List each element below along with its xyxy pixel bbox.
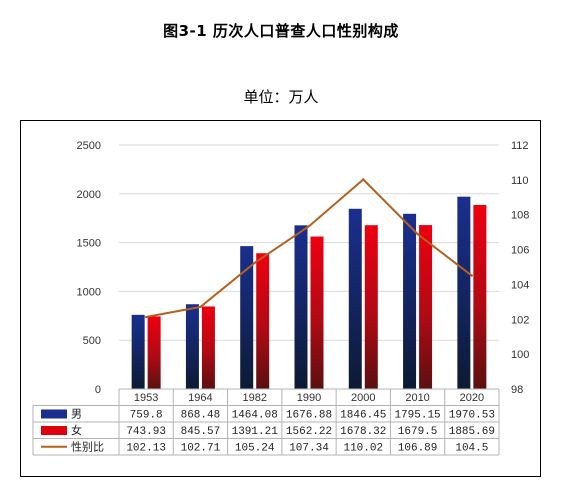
legend-entry: 男 [71, 408, 82, 421]
y-right-tick-label: 106 [511, 245, 529, 257]
bar-male [131, 314, 145, 389]
y-right-tick-label: 100 [511, 349, 529, 361]
table-cell-value: 1562.22 [286, 426, 332, 438]
y-right-tick-label: 104 [511, 279, 529, 291]
unit-label: 单位：万人 [243, 88, 319, 106]
table-cell-value: 107.34 [289, 443, 329, 455]
table-cell-value: 868.48 [181, 410, 221, 422]
table-cell-value: 1678.32 [340, 426, 386, 438]
table-cell-value: 105.24 [235, 443, 275, 455]
y-right-tick-label: 102 [511, 314, 529, 326]
table-cell-value: 1679.5 [398, 426, 438, 438]
legend-swatch [41, 426, 67, 435]
bar-female [364, 225, 378, 389]
bar-female [419, 225, 433, 389]
bar-male [403, 213, 417, 389]
bar-female [147, 316, 161, 389]
x-category-label: 1982 [242, 392, 266, 404]
sex-ratio-point [307, 225, 311, 228]
table-cell-value: 1676.88 [286, 410, 332, 422]
y-left-tick-label: 2500 [77, 140, 101, 152]
y-right-tick-label: 108 [511, 210, 529, 222]
bar-female [473, 204, 487, 389]
y-left-tick-label: 500 [83, 335, 101, 347]
y-left-tick-label: 1500 [77, 238, 101, 250]
table-cell-value: 845.57 [181, 426, 221, 438]
bar-male [294, 225, 308, 389]
sex-ratio-point [470, 274, 474, 277]
y-left-tick-label: 2000 [77, 189, 101, 201]
bar-male [348, 208, 362, 389]
x-category-label: 1964 [188, 392, 212, 404]
bar-female [256, 253, 270, 389]
table-cell-value: 759.8 [130, 410, 163, 422]
bar-female [310, 236, 324, 389]
table-cell-value: 1795.15 [394, 410, 440, 422]
bar-female [201, 306, 215, 389]
table-cell-value: 1391.21 [232, 426, 279, 438]
legend-entry: 性别比 [71, 440, 104, 454]
y-right-tick-label: 110 [511, 175, 529, 187]
table-cell-value: 102.71 [181, 443, 221, 455]
bar-male [185, 304, 199, 389]
chart-frame: 0 500 1000 1500 2000 2500 98 100 102 104 106 108 110… [20, 120, 541, 477]
x-category-label: 1990 [297, 392, 321, 404]
sex-ratio-point [253, 261, 256, 265]
x-category-label: 2000 [351, 392, 375, 404]
sex-ratio-point [416, 232, 419, 236]
legend-swatch [41, 409, 67, 419]
table-cell-value: 1885.69 [449, 426, 495, 438]
sex-ratio-point [199, 305, 202, 309]
bar-male [457, 196, 471, 389]
table-cell-value: 1846.45 [340, 410, 386, 422]
table-cell-value: 106.89 [398, 443, 438, 455]
table-cell-value: 743.93 [126, 426, 166, 438]
table-cell-value: 1970.53 [449, 410, 495, 422]
y-right-tick-label: 98 [511, 384, 523, 396]
sex-ratio-point [144, 315, 148, 319]
bar-male [240, 246, 254, 389]
y-left-tick-label: 0 [95, 384, 101, 396]
y-right-tick-label: 112 [511, 140, 529, 152]
x-category-label: 1953 [134, 392, 158, 404]
table-cell-value: 1464.08 [232, 410, 278, 422]
x-category-label: 2020 [460, 392, 484, 404]
x-category-label: 2010 [405, 392, 429, 404]
table-cell-value: 104.5 [455, 443, 488, 455]
table-cell-value: 110.02 [343, 443, 383, 455]
chart-svg: 0 500 1000 1500 2000 2500 98 100 102 104 106 108 110… [32, 140, 529, 456]
legend-entry: 女 [71, 423, 82, 437]
sex-ratio-point [362, 178, 365, 181]
table-cell-value: 102.13 [126, 443, 166, 455]
y-left-tick-label: 1000 [77, 286, 101, 298]
chart-title: 图3-1 历次人口普查人口性别构成 [163, 22, 399, 40]
